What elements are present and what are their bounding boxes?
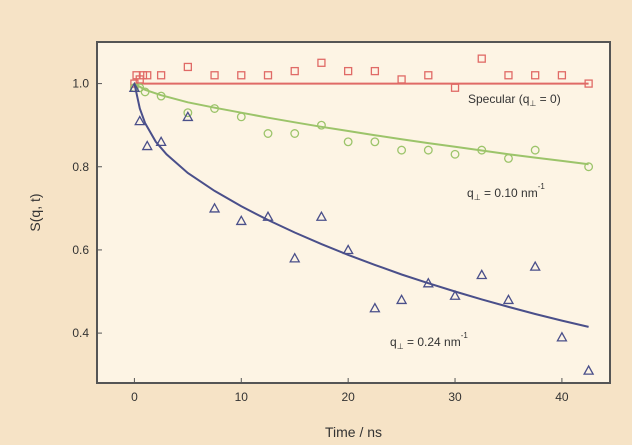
x-tick-label: 0	[131, 390, 138, 404]
data-point	[504, 153, 513, 163]
series-label-part: ⊥	[529, 99, 536, 108]
series-label-part: = 0.24 nm	[404, 335, 461, 349]
data-point	[182, 111, 194, 122]
series-label-part: q	[467, 186, 474, 200]
data-point	[397, 75, 406, 84]
data-point	[235, 214, 247, 226]
data-point	[584, 79, 593, 88]
data-point	[450, 149, 460, 159]
data-point	[208, 202, 221, 213]
y-tick-label: 0.8	[72, 160, 89, 174]
data-point	[504, 71, 513, 80]
data-point	[134, 115, 146, 126]
series-label-part: q	[390, 335, 397, 349]
data-point	[395, 293, 408, 305]
data-point	[290, 129, 300, 138]
data-point	[556, 331, 568, 342]
data-point	[476, 269, 488, 280]
series-label-q010: q⊥ = 0.10 nm-1	[467, 182, 545, 202]
data-point	[183, 108, 193, 118]
series-label-q024: q⊥ = 0.24 nm-1	[390, 331, 468, 351]
data-point	[502, 293, 515, 305]
y-tick-label: 1.0	[72, 77, 89, 91]
data-point	[315, 210, 328, 221]
series-q010	[129, 82, 594, 172]
data-point	[583, 364, 595, 375]
data-point	[370, 66, 380, 76]
series-label-part: = 0.10 nm	[481, 186, 538, 200]
data-point	[557, 71, 567, 80]
data-point	[156, 71, 166, 80]
y-tick-label: 0.6	[72, 243, 89, 257]
data-point	[343, 137, 353, 147]
data-point	[263, 71, 273, 80]
series-label-part: -1	[461, 331, 469, 340]
data-point	[236, 112, 246, 122]
data-point	[128, 81, 141, 92]
data-point	[342, 244, 354, 255]
data-point	[530, 145, 540, 155]
data-point	[262, 210, 274, 221]
data-point	[477, 54, 486, 63]
x-tick-label: 30	[448, 390, 462, 404]
data-point	[584, 162, 594, 172]
data-point	[316, 120, 326, 130]
series-q024	[128, 81, 595, 375]
data-point	[397, 145, 407, 155]
data-point	[344, 66, 353, 76]
x-tick-label: 20	[341, 390, 355, 404]
data-point	[290, 66, 299, 76]
data-point	[477, 145, 487, 155]
data-point	[237, 71, 246, 80]
data-point	[450, 83, 460, 92]
data-point	[155, 135, 167, 147]
x-tick-label: 40	[555, 390, 569, 404]
data-point	[263, 129, 273, 138]
data-point	[210, 104, 220, 113]
series-label-part: -1	[538, 182, 546, 191]
data-point	[531, 71, 540, 80]
plot-area	[97, 42, 610, 383]
data-point	[422, 277, 434, 288]
series-label-specular: Specular (q⊥ = 0)	[468, 92, 561, 108]
series-label-part: ⊥	[397, 342, 404, 351]
data-point	[317, 58, 326, 67]
data-point	[289, 252, 301, 263]
plot-frame	[96, 41, 611, 384]
data-point	[449, 289, 461, 300]
data-point	[143, 71, 152, 80]
x-axis-label: Time / ns	[325, 424, 382, 440]
data-point	[423, 145, 433, 155]
data-point	[370, 137, 380, 147]
data-point	[140, 87, 150, 97]
data-point	[210, 71, 219, 80]
data-point	[138, 71, 148, 80]
data-point	[424, 71, 433, 80]
data-point	[141, 140, 153, 151]
data-point	[529, 260, 541, 271]
series-label-part: Specular (q	[468, 92, 529, 106]
data-point	[183, 62, 192, 72]
y-axis-label: S(q, t)	[27, 193, 43, 231]
data-point	[369, 302, 381, 313]
x-tick-label: 10	[235, 390, 249, 404]
series-label-part: ⊥	[474, 193, 481, 202]
series-label-part: = 0)	[536, 92, 560, 106]
y-tick-label: 0.4	[72, 326, 89, 340]
data-point	[156, 91, 166, 101]
